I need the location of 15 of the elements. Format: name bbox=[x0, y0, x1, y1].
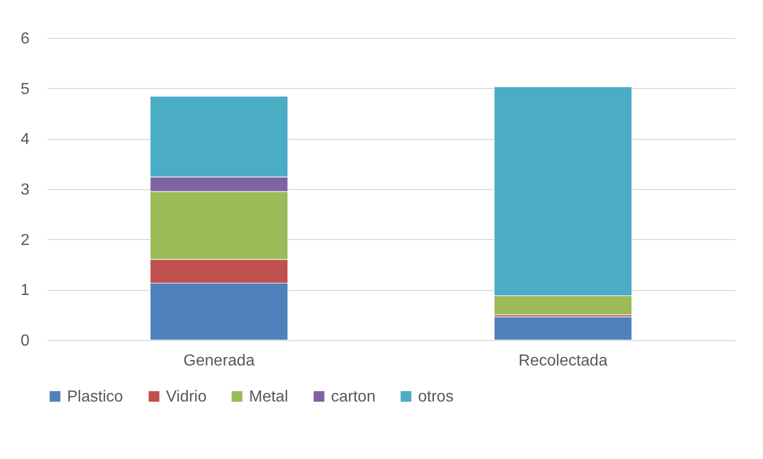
x-tick-label: Generada bbox=[183, 352, 255, 370]
y-tick-label: 3 bbox=[20, 182, 30, 198]
legend-label: otros bbox=[418, 388, 454, 406]
y-tick-label: 2 bbox=[20, 232, 30, 249]
bar bbox=[494, 316, 632, 340]
y-tick-label: 4 bbox=[20, 131, 30, 148]
x-tick-label: Recolectada bbox=[518, 352, 608, 370]
y-tick-label: 5 bbox=[20, 80, 30, 98]
legend-label: Metal bbox=[249, 388, 288, 406]
legend-label: Plastico bbox=[67, 388, 124, 406]
legend-label: Vidrio bbox=[166, 388, 207, 406]
legend-label: carton bbox=[331, 388, 376, 406]
y-tick-label: 6 bbox=[20, 30, 30, 48]
y-tick-label: 1 bbox=[20, 282, 30, 300]
y-tick-label: 0 bbox=[20, 332, 30, 350]
